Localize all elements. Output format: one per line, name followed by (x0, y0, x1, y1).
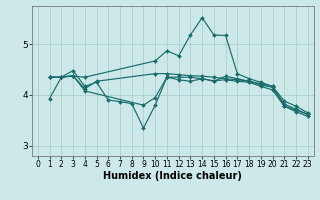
X-axis label: Humidex (Indice chaleur): Humidex (Indice chaleur) (103, 171, 242, 181)
